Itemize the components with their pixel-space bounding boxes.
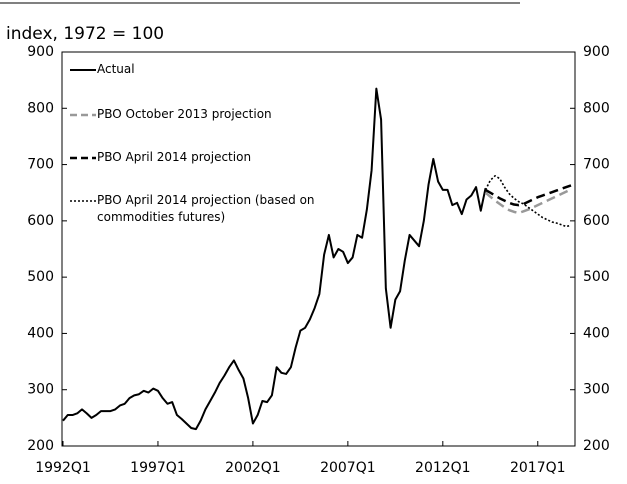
series-line (484, 175, 572, 228)
y2-tick-label: 700 (583, 157, 610, 173)
y-tick-label: 400 (27, 325, 54, 341)
legend-entry: PBO October 2013 projection (97, 107, 272, 121)
y-tick-label: 500 (27, 269, 54, 285)
x-tick-label: 2002Q1 (225, 460, 281, 476)
x-tick-label: 2007Q1 (320, 460, 376, 476)
x-tick-label: 1992Q1 (35, 460, 91, 476)
legend-label: Actual (97, 62, 135, 76)
y2-tick-label: 900 (583, 44, 610, 60)
x-tick-label: 2017Q1 (510, 460, 566, 476)
legend-entry: Actual (97, 62, 135, 76)
x-tick-label: 2012Q1 (415, 460, 471, 476)
y2-tick-label: 400 (583, 325, 610, 341)
y2-tick-label: 300 (583, 382, 610, 398)
plot-frame (61, 51, 576, 447)
y-tick-label: 700 (27, 157, 54, 173)
series-line (484, 188, 572, 215)
y2-tick-label: 200 (583, 438, 610, 454)
y-tick-label: 600 (27, 213, 54, 229)
legend-label: PBO April 2014 projection (based on comm… (97, 193, 315, 224)
series-line (484, 184, 572, 207)
y2-tick-label: 500 (583, 269, 610, 285)
y-tick-label: 300 (27, 382, 54, 398)
axis-label: index, 1972 = 100 (6, 24, 164, 44)
y-tick-label: 800 (27, 100, 54, 116)
y-tick-label: 200 (27, 438, 54, 454)
legend-entry: PBO April 2014 projection (97, 150, 252, 164)
legend-label: PBO April 2014 projection (97, 150, 252, 164)
x-tick-label: 1997Q1 (130, 460, 186, 476)
y-tick-label: 900 (27, 44, 54, 60)
y2-tick-label: 600 (583, 213, 610, 229)
legend-entry: PBO April 2014 projection (based on comm… (97, 193, 315, 224)
legend-label: PBO October 2013 projection (97, 107, 272, 121)
y2-tick-label: 800 (583, 100, 610, 116)
series-line (62, 87, 487, 431)
